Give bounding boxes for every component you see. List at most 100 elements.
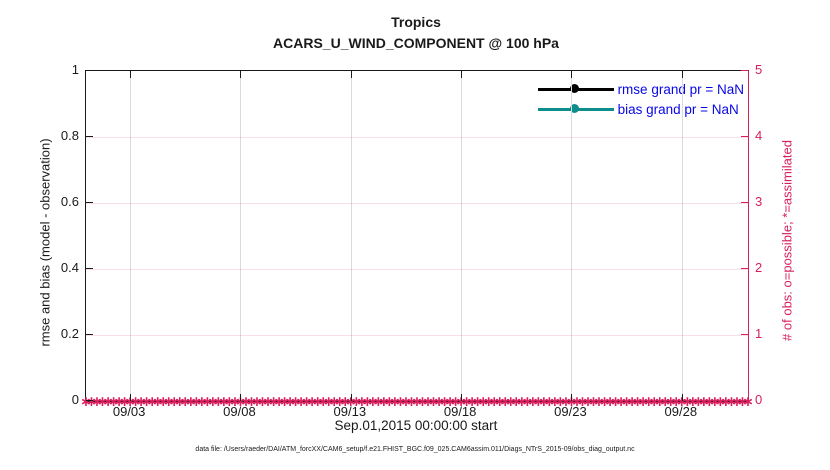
obs-asterisk-marker: ∗ [322,393,335,409]
obs-asterisk-marker: ∗ [637,393,650,409]
obs-asterisk-marker: ∗ [725,393,738,409]
obs-asterisk-marker: ∗ [190,393,203,409]
y-tick-left [86,268,93,269]
right-y-tick-label: 4 [755,128,763,143]
obs-asterisk-marker: ∗ [515,393,528,409]
obs-asterisk-marker: ∗ [736,393,749,409]
obs-asterisk-marker: ∗ [361,393,374,409]
horizontal-gridline [86,203,748,204]
obs-asterisk-marker: ∗ [697,393,710,409]
y-tick-right [741,202,748,203]
x-tick-top [350,71,352,78]
obs-asterisk-marker: ∗ [460,393,473,409]
obs-asterisk-marker: ∗ [576,393,589,409]
vertical-gridline [681,71,683,401]
obs-asterisk-marker: ∗ [80,393,92,409]
obs-asterisk-marker: ∗ [173,393,186,409]
obs-asterisk-marker: ∗ [289,393,302,409]
obs-asterisk-marker: ∗ [587,393,600,409]
obs-asterisk-marker: ∗ [229,393,241,409]
obs-asterisk-marker: ∗ [686,393,699,409]
obs-asterisk-marker: ∗ [538,393,550,409]
obs-asterisk-marker: ∗ [168,393,181,409]
obs-asterisk-marker: ∗ [675,393,688,409]
plot-title: Tropics [391,14,441,30]
obs-asterisk-marker: ∗ [284,393,296,409]
obs-asterisk-marker: ∗ [295,393,308,409]
obs-asterisk-marker: ∗ [135,393,148,409]
obs-asterisk-marker: ∗ [692,393,705,409]
y-tick-left [86,70,93,71]
obs-asterisk-marker: ∗ [157,393,170,409]
obs-asterisk-marker: ∗ [96,393,109,409]
right-y-tick-label: 1 [755,326,763,341]
obs-asterisk-marker: ∗ [333,393,346,409]
obs-asterisk-marker: ∗ [267,393,280,409]
y-tick-right [741,268,748,269]
obs-asterisk-marker: ∗ [532,393,545,409]
obs-asterisk-marker: ∗ [245,393,258,409]
x-tick-bottom [240,394,242,401]
left-y-tick-label: 1 [71,62,79,77]
legend-entry-bias: bias grand pr = NaN [537,99,744,119]
obs-asterisk-marker: ∗ [731,393,743,409]
obs-asterisk-marker: ∗ [162,393,175,409]
right-y-tick-label: 3 [755,194,763,209]
x-tick-bottom [461,394,463,401]
obs-asterisk-marker: ∗ [311,393,324,409]
x-tick-label: 09/08 [223,404,256,419]
data-file-caption: data file: /Users/raeder/DAI/ATM_forcXX/… [195,446,635,453]
x-tick-bottom [130,394,132,401]
obs-asterisk-marker: ∗ [714,393,727,409]
right-y-axis-label: # of obs: o=possible; *=assimilated [779,140,795,341]
x-tick-label: 09/18 [443,404,477,419]
obs-asterisk-marker: ∗ [571,393,583,409]
obs-asterisk-marker: ∗ [703,393,716,409]
x-tick-label: 09/23 [554,404,587,419]
obs-asterisk-marker: ∗ [129,393,142,409]
x-axis-label: Sep.01,2015 00:00:00 start [334,418,498,433]
x-tick-bottom [571,394,573,401]
left-y-tick-label: 0.6 [60,194,79,209]
obs-asterisk-marker: ∗ [742,393,754,409]
obs-asterisk-marker: ∗ [521,393,534,409]
obs-asterisk-marker: ∗ [543,393,556,409]
obs-asterisk-marker: ∗ [433,393,445,409]
obs-asterisk-marker: ∗ [355,393,368,409]
obs-asterisk-marker: ∗ [124,393,136,409]
obs-asterisk-marker: ∗ [372,393,385,409]
x-tick-bottom [350,394,352,401]
obs-asterisk-marker: ∗ [560,393,572,409]
x-tick-bottom [681,394,683,401]
rmse-line-sample [537,79,614,99]
obs-asterisk-marker: ∗ [659,393,672,409]
x-tick-top [240,71,242,78]
legend-entry-rmse: rmse grand pr = NaN [537,79,744,99]
horizontal-gridline [86,335,748,336]
left-y-tick-label: 0.8 [60,128,79,143]
obs-asterisk-marker: ∗ [427,393,440,409]
y-tick-right [741,334,748,335]
obs-asterisk-marker: ∗ [85,393,98,409]
obs-asterisk-marker: ∗ [151,393,164,409]
obs-asterisk-marker: ∗ [223,393,236,409]
obs-asterisk-marker: ∗ [201,393,214,409]
obs-asterisk-marker: ∗ [140,393,153,409]
y-tick-right [741,70,748,71]
vertical-gridline [240,71,242,401]
obs-asterisk-marker: ∗ [207,393,219,409]
obs-asterisk-marker: ∗ [620,393,633,409]
legend-label-rmse: rmse grand pr = NaN [617,81,744,97]
obs-asterisk-marker: ∗ [278,393,291,409]
obs-asterisk-marker: ∗ [240,393,252,409]
horizontal-gridline [86,137,748,138]
obs-asterisk-marker: ∗ [378,393,390,409]
obs-asterisk-marker: ∗ [615,393,627,409]
obs-asterisk-marker: ∗ [482,393,495,409]
obs-asterisk-marker: ∗ [681,393,694,409]
obs-asterisk-marker: ∗ [510,393,523,409]
obs-asterisk-marker: ∗ [383,393,396,409]
obs-asterisk-marker: ∗ [499,393,512,409]
obs-asterisk-marker: ∗ [609,393,622,409]
